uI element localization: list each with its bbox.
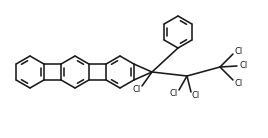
Text: Cl: Cl (240, 62, 248, 71)
Text: Cl: Cl (235, 79, 243, 87)
Text: Cl: Cl (192, 91, 200, 100)
Text: Cl: Cl (235, 47, 243, 55)
Text: Cl: Cl (170, 90, 178, 99)
Text: Cl: Cl (133, 86, 141, 95)
